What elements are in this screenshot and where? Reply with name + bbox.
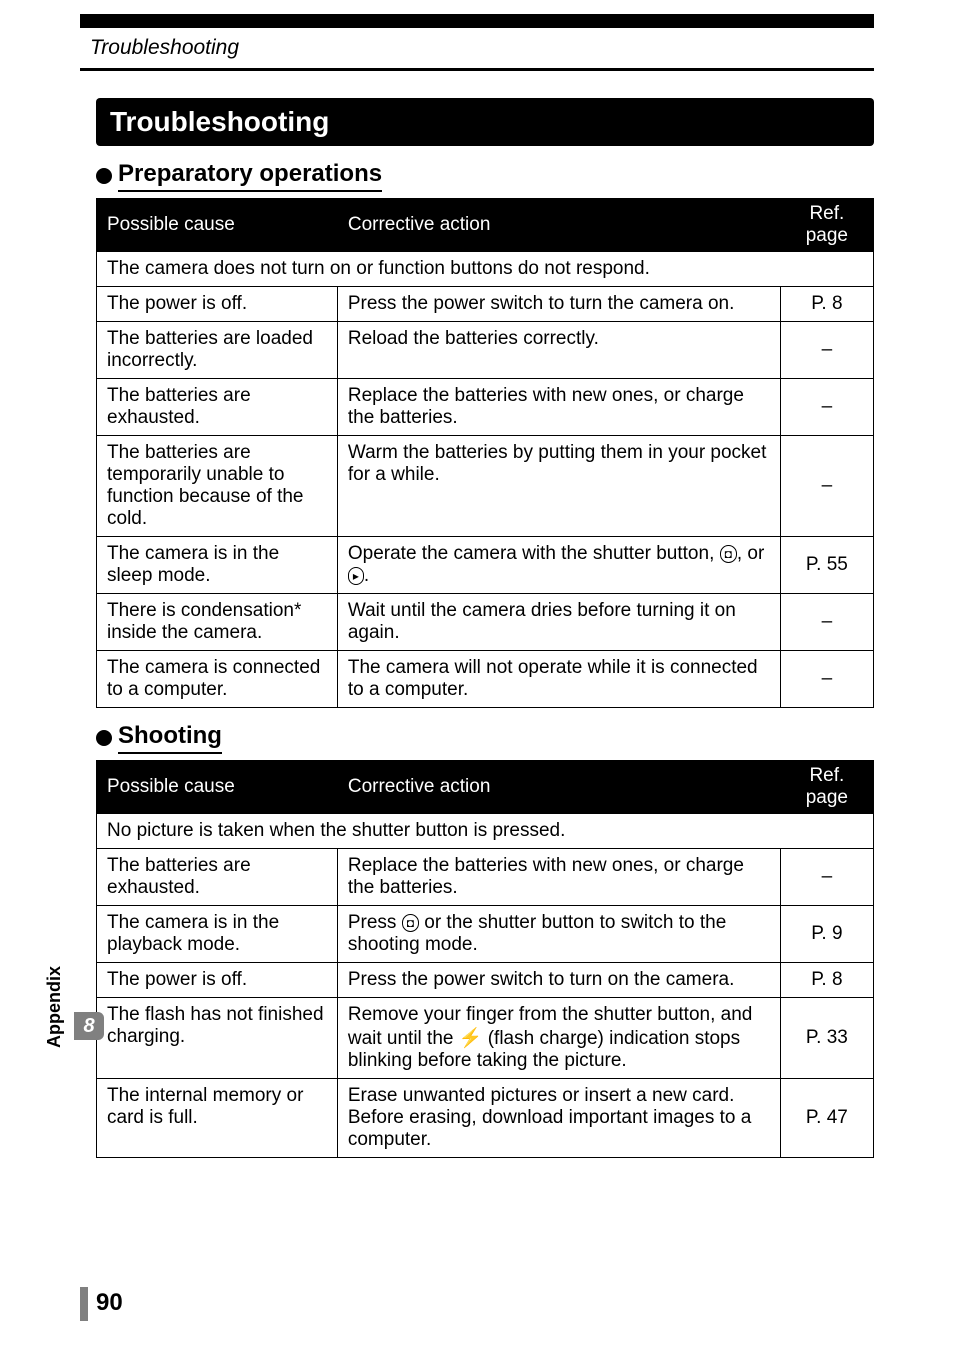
camera-icon: ◘ [402,914,419,932]
cell-cause: The camera is in the sleep mode. [97,537,338,594]
chapter-label: Appendix [44,966,65,1048]
header-underline [80,68,874,71]
cell-cause: The batteries are temporarily unable to … [97,436,338,537]
col-header-ref: Ref. page [780,199,873,252]
action-text-part1: Operate the camera with the shutter butt… [348,543,720,564]
col-header-cause: Possible cause [97,199,338,252]
cell-cause: There is condensation* inside the camera… [97,594,338,651]
cell-ref: – [780,322,873,379]
table-header-row: Possible cause Corrective action Ref. pa… [97,199,874,252]
action-text-part2: , or [737,543,764,564]
cell-cause: The camera is in the playback mode. [97,906,338,963]
table-section-row: The camera does not turn on or function … [97,252,874,287]
action-text-part1: Press [348,912,402,933]
table-row: The batteries are loaded incorrectly. Re… [97,322,874,379]
cell-cause: The batteries are loaded incorrectly. [97,322,338,379]
bullet-icon [96,730,112,746]
col-header-action: Corrective action [337,199,780,252]
main-content: Troubleshooting Preparatory operations P… [96,98,874,1158]
playback-icon: ▸ [348,567,364,585]
table-row: The batteries are exhausted. Replace the… [97,379,874,436]
page-number-bar [80,1287,88,1321]
cell-action: The camera will not operate while it is … [337,651,780,708]
cell-ref: P. 33 [780,998,873,1079]
flash-icon: ⚡ [459,1028,483,1049]
subheading-text: Shooting [118,722,222,754]
col-header-action: Corrective action [337,761,780,814]
table-header-row: Possible cause Corrective action Ref. pa… [97,761,874,814]
cell-action: Remove your finger from the shutter butt… [337,998,780,1079]
table-section-row: No picture is taken when the shutter but… [97,814,874,849]
cell-action: Press the power switch to turn on the ca… [337,963,780,998]
running-header: Troubleshooting [90,36,239,60]
cell-ref: – [780,436,873,537]
cell-ref: P. 9 [780,906,873,963]
cell-ref: – [780,379,873,436]
table-row: There is condensation* inside the camera… [97,594,874,651]
section-row-text: No picture is taken when the shutter but… [97,814,874,849]
cell-cause: The power is off. [97,963,338,998]
table-row: The internal memory or card is full. Era… [97,1079,874,1158]
cell-ref: – [780,594,873,651]
cell-cause: The power is off. [97,287,338,322]
cell-cause: The camera is connected to a computer. [97,651,338,708]
subheading-preparatory: Preparatory operations [96,160,874,192]
table-row: The flash has not finished charging. Rem… [97,998,874,1079]
page-number: 90 [96,1289,123,1317]
cell-action: Erase unwanted pictures or insert a new … [337,1079,780,1158]
table-row: The batteries are temporarily unable to … [97,436,874,537]
cell-ref: – [780,651,873,708]
table-shooting: Possible cause Corrective action Ref. pa… [96,760,874,1158]
table-row: The camera is in the playback mode. Pres… [97,906,874,963]
cell-cause: The flash has not finished charging. [97,998,338,1079]
section-row-text: The camera does not turn on or function … [97,252,874,287]
table-row: The power is off. Press the power switch… [97,287,874,322]
table-row: The power is off. Press the power switch… [97,963,874,998]
chapter-tab: 8 [74,1012,104,1040]
cell-action: Wait until the camera dries before turni… [337,594,780,651]
camera-icon: ◘ [720,545,737,563]
cell-action: Replace the batteries with new ones, or … [337,379,780,436]
cell-ref: P. 8 [780,963,873,998]
header-bar [80,14,874,28]
cell-action: Warm the batteries by putting them in yo… [337,436,780,537]
cell-cause: The batteries are exhausted. [97,379,338,436]
cell-ref: P. 55 [780,537,873,594]
table-row: The camera is in the sleep mode. Operate… [97,537,874,594]
cell-ref: P. 47 [780,1079,873,1158]
cell-action: Press ◘ or the shutter button to switch … [337,906,780,963]
col-header-cause: Possible cause [97,761,338,814]
table-preparatory: Possible cause Corrective action Ref. pa… [96,198,874,708]
table-row: The camera is connected to a computer. T… [97,651,874,708]
cell-ref: P. 8 [780,287,873,322]
cell-ref: – [780,849,873,906]
page-title: Troubleshooting [96,98,874,146]
cell-cause: The batteries are exhausted. [97,849,338,906]
cell-action: Reload the batteries correctly. [337,322,780,379]
action-text-part3: . [364,565,369,586]
cell-action: Operate the camera with the shutter butt… [337,537,780,594]
cell-action: Replace the batteries with new ones, or … [337,849,780,906]
cell-cause: The internal memory or card is full. [97,1079,338,1158]
subheading-shooting: Shooting [96,722,874,754]
col-header-ref: Ref. page [780,761,873,814]
table-row: The batteries are exhausted. Replace the… [97,849,874,906]
bullet-icon [96,168,112,184]
subheading-text: Preparatory operations [118,160,382,192]
cell-action: Press the power switch to turn the camer… [337,287,780,322]
